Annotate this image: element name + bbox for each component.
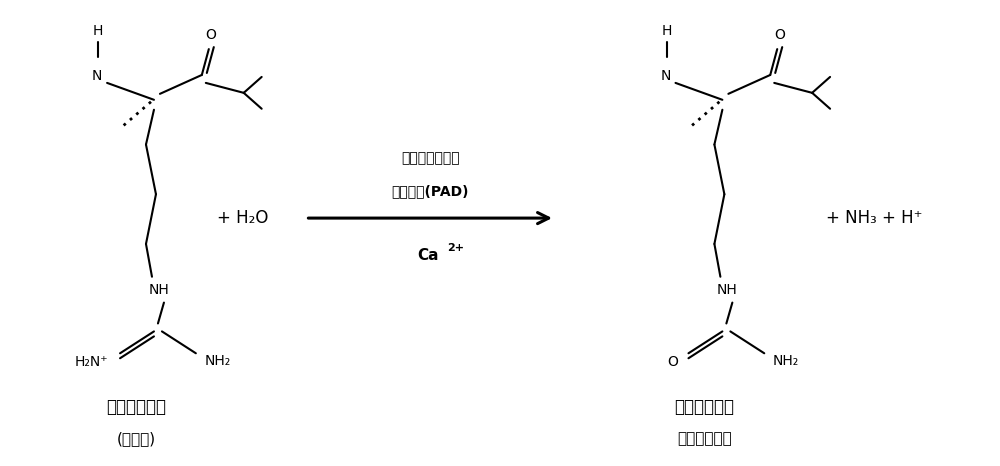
Text: + NH₃ + H⁺: + NH₃ + H⁺ <box>826 209 922 227</box>
Text: N: N <box>660 69 671 83</box>
Text: 2+: 2+ <box>448 243 465 253</box>
Text: 肽酰基精氨酸脆: 肽酰基精氨酸脆 <box>401 151 460 165</box>
Text: NH: NH <box>149 283 169 297</box>
Text: O: O <box>667 355 678 369</box>
Text: 肽酰基瓜氨酸: 肽酰基瓜氨酸 <box>674 398 734 416</box>
Text: （中性电荷）: （中性电荷） <box>677 431 732 446</box>
Text: O: O <box>205 28 216 42</box>
Text: NH₂: NH₂ <box>773 354 799 368</box>
Text: + H₂O: + H₂O <box>217 209 268 227</box>
Text: H: H <box>661 24 672 38</box>
Text: (正电荷): (正电荷) <box>116 431 156 446</box>
Text: N: N <box>92 69 102 83</box>
Text: Ca: Ca <box>417 248 439 263</box>
Text: NH: NH <box>717 283 738 297</box>
Text: H₂N⁺: H₂N⁺ <box>74 355 108 369</box>
Text: NH₂: NH₂ <box>205 354 231 368</box>
Text: H: H <box>93 24 103 38</box>
Text: O: O <box>774 28 785 42</box>
Text: 肽酰基精氨酸: 肽酰基精氨酸 <box>106 398 166 416</box>
Text: 亚胺基酶(PAD): 亚胺基酶(PAD) <box>391 184 469 198</box>
